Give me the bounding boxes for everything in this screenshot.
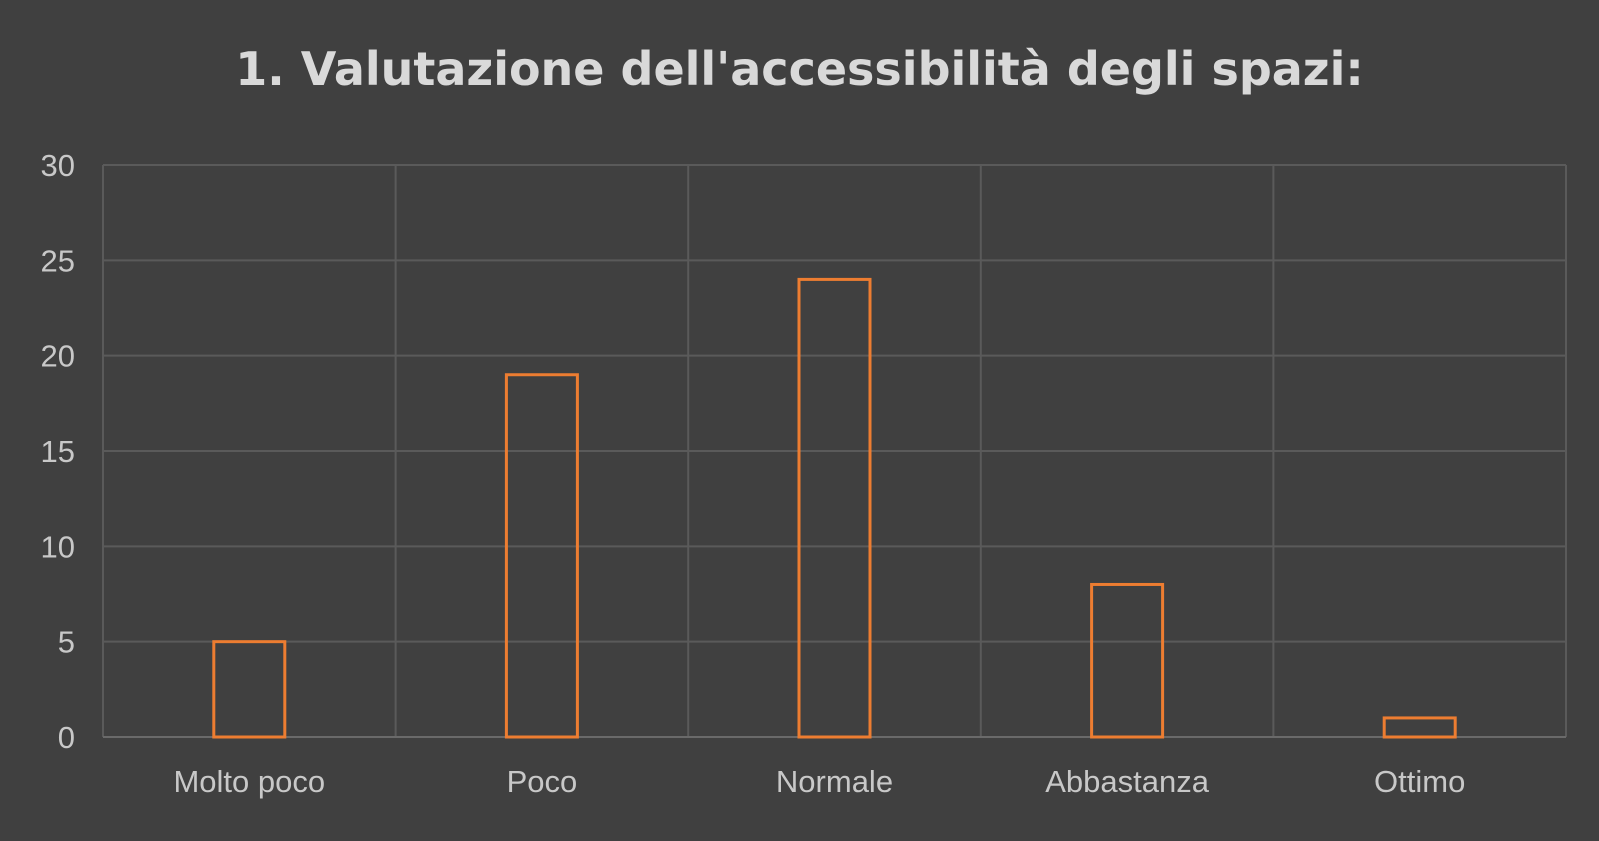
y-tick-label: 5 [58, 625, 75, 660]
bar-layer [212, 277, 1457, 739]
y-tick-label: 15 [41, 434, 75, 469]
bar-ottimo [1382, 716, 1457, 739]
x-tick-label: Poco [507, 764, 578, 799]
x-tick-label: Abbastanza [1045, 764, 1209, 799]
bar-poco [504, 373, 579, 739]
y-tick-label: 10 [41, 529, 75, 564]
grid-layer [102, 164, 1567, 737]
y-tick-labels: 0 5 10 15 20 25 30 [41, 148, 75, 755]
bar-abbastanza [1090, 582, 1165, 739]
x-tick-label: Molto poco [173, 764, 325, 799]
x-tick-label: Normale [776, 764, 893, 799]
y-tick-label: 25 [41, 243, 75, 278]
x-tick-label: Ottimo [1374, 764, 1465, 799]
y-tick-label: 30 [41, 148, 75, 183]
x-tick-labels: Molto poco Poco Normale Abbastanza Ottimo [173, 764, 1465, 799]
y-tick-label: 20 [41, 339, 75, 374]
y-tick-label: 0 [58, 720, 75, 755]
chart-title: 1. Valutazione dell'accessibilità degli … [235, 42, 1364, 96]
bar-normale [797, 277, 872, 739]
bar-molto-poco [212, 640, 287, 739]
